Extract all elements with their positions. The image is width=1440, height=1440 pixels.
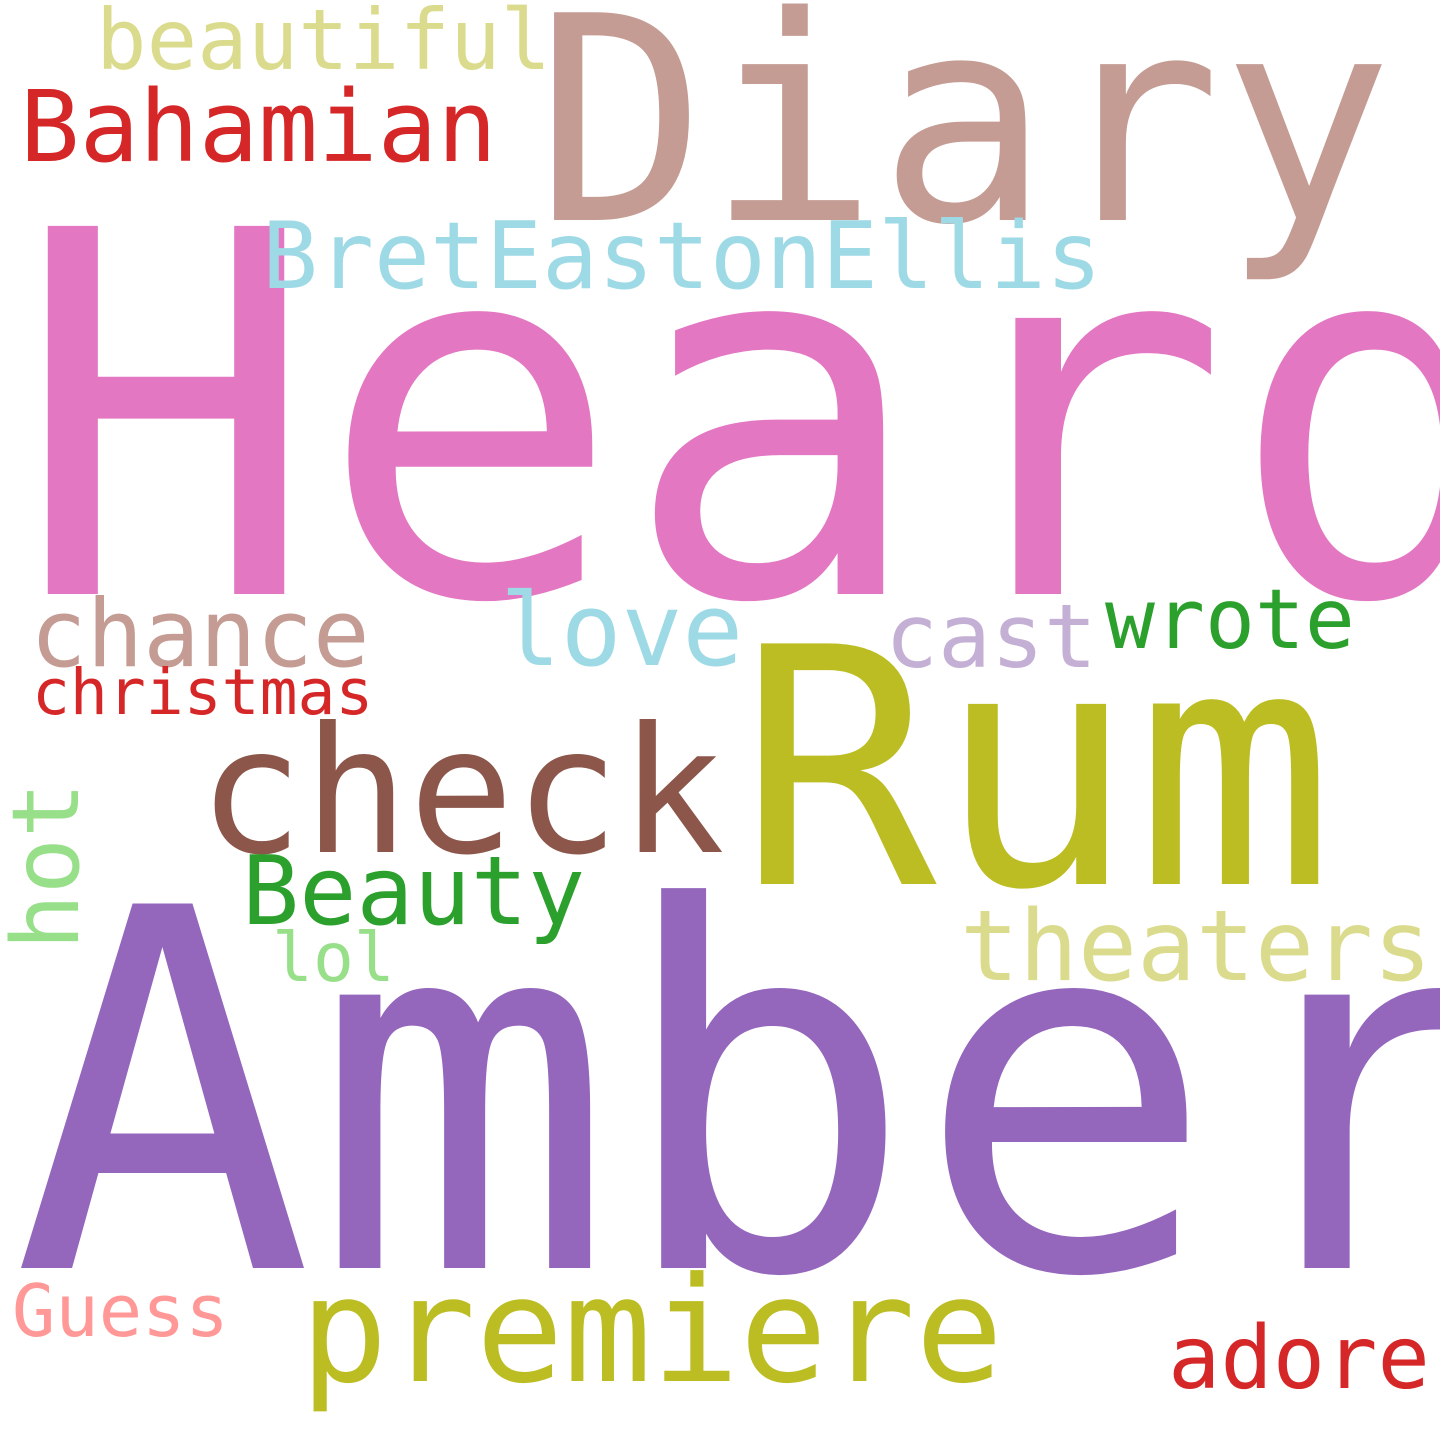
word-amber: Amber	[12, 804, 1440, 1386]
word-beauty: Beauty	[242, 837, 586, 947]
word-diary: Diary	[535, 0, 1393, 288]
word-premiere: premiere	[300, 1246, 1004, 1416]
word-heard: Heard	[14, 126, 1440, 714]
word-breteastonellis: BretEastonEllis	[262, 202, 1102, 310]
word-guess: Guess	[12, 1269, 229, 1353]
word-theaters: theaters	[960, 890, 1433, 1004]
word-chance: chance	[30, 580, 370, 689]
word-love: love	[500, 571, 744, 689]
word-hot: hot	[0, 782, 100, 950]
word-beautiful: beautiful	[96, 0, 552, 89]
word-adore: adore	[1168, 1307, 1430, 1409]
word-lol: lol	[272, 919, 395, 998]
word-cast: cast	[885, 585, 1097, 688]
word-check: check	[198, 691, 725, 894]
word-christmas: christmas	[32, 656, 374, 729]
word-wrote: wrote	[1105, 571, 1355, 668]
word-bahamian: Bahamian	[20, 70, 497, 185]
word-rum: Rum	[738, 578, 1335, 962]
